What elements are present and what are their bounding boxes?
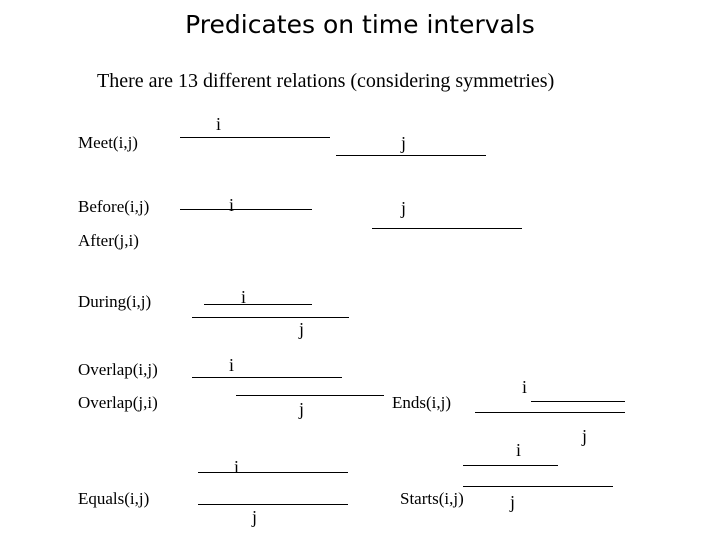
ends-i-interval	[531, 401, 625, 402]
overlap-i-interval	[192, 377, 342, 378]
ends-i-label: i	[522, 377, 528, 397]
ends-j-interval	[475, 412, 625, 413]
during-j-label: j	[299, 319, 305, 339]
overlap-j-interval	[236, 395, 384, 396]
overlap-ji-label: Overlap(j,i)	[78, 393, 158, 412]
overlap-j-label: j	[299, 399, 305, 419]
starts-j-interval	[463, 486, 613, 487]
during-i-label: i	[241, 287, 247, 307]
starts-label: Starts(i,j)	[400, 489, 464, 508]
meet-j-label: j	[401, 133, 407, 153]
before-j-label: j	[401, 198, 407, 218]
during-i-interval	[204, 304, 312, 305]
ends-label: Ends(i,j)	[392, 393, 452, 412]
starts-i-label: i	[516, 440, 522, 460]
overlap-ij-label: Overlap(i,j)	[78, 360, 158, 379]
during-label: During(i,j)	[78, 292, 152, 311]
meet-j-interval	[336, 155, 486, 156]
overlap-i-label: i	[229, 355, 235, 375]
equals-i-interval	[198, 472, 348, 473]
before-i-label: i	[229, 195, 235, 215]
before-label: Before(i,j)	[78, 197, 150, 216]
starts-i-interval	[463, 465, 558, 466]
after-label: After(j,i)	[78, 231, 139, 250]
meet-i-label: i	[216, 114, 222, 134]
meet-label: Meet(i,j)	[78, 133, 138, 152]
equals-label: Equals(i,j)	[78, 489, 150, 508]
during-j-interval	[192, 317, 349, 318]
equals-j-label: j	[252, 507, 258, 527]
meet-i-interval	[180, 137, 330, 138]
before-j-interval	[372, 228, 522, 229]
starts-j-top-label: j	[582, 426, 588, 446]
slide-title: Predicates on time intervals	[185, 10, 535, 39]
equals-j-interval	[198, 504, 348, 505]
starts-j-label: j	[510, 492, 516, 512]
equals-i-label: i	[234, 457, 240, 477]
before-i-interval	[180, 209, 312, 210]
slide-subtitle: There are 13 different relations (consid…	[97, 70, 555, 92]
